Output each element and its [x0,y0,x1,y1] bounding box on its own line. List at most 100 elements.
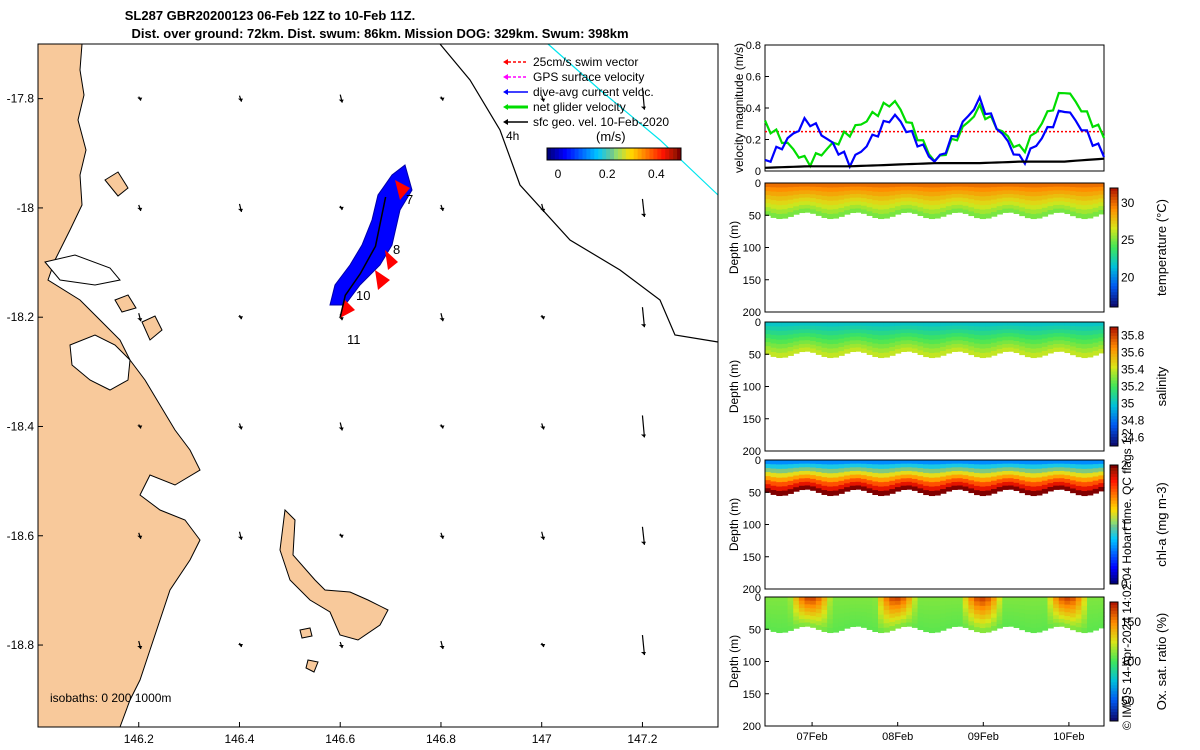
heatmap-cell [928,610,936,616]
heatmap-cell [793,467,800,473]
heatmap-cell [1013,190,1020,195]
heatmap-cell [815,476,823,481]
heatmap-cell [781,460,789,465]
heatmap-cell [821,622,828,628]
heatmap-cell [810,619,817,625]
map-colorbar-cell [641,148,647,160]
heatmap-cell [866,460,873,465]
heatmap-cell [1002,615,1009,620]
map-colorbar-cell [653,148,658,160]
colorbar-cell [1110,389,1118,393]
heatmap-cell [957,186,964,191]
heatmap-cell [945,349,953,354]
heatmap-cell [866,601,873,606]
heatmap-cell [974,468,981,474]
heatmap-cell [861,205,868,211]
heatmap-cell [951,205,958,210]
heatmap-cell [1070,338,1077,343]
heatmap-cell [1024,609,1032,615]
heatmap-cell [1053,183,1060,188]
heatmap-cell [866,187,873,192]
heatmap-cell [1087,204,1094,210]
heatmap-cell [889,605,896,611]
heatmap-cell [957,343,964,349]
heatmap-cell [855,190,862,195]
heatmap-cell [1041,183,1049,188]
colorbar-label: temperature (°C) [1154,199,1169,296]
heatmap-cell [1092,464,1099,469]
heatmap-cell [787,464,794,469]
heatmap-cell [827,605,834,611]
heatmap-cell [883,196,890,202]
heatmap-cell [861,486,868,491]
heatmap-cell [996,349,1003,354]
sfc-velocity-arrow [640,415,646,438]
heatmap-cell [1058,193,1066,199]
heatmap-cell [923,330,930,336]
heatmap-cell [1007,615,1015,620]
heatmap-cell [861,604,868,609]
heatmap-cell [985,486,992,492]
heatmap-cell [855,463,862,468]
heatmap-cell [962,322,969,327]
heatmap-cell [906,347,913,352]
heatmap-cell [928,214,936,220]
sfc-velocity-arrow [137,204,143,212]
heatmap-cell [996,487,1003,492]
legend-arrowhead [503,59,508,65]
heatmap-cell [1002,611,1009,616]
heatmap-cell [1092,617,1099,623]
heatmap-cell [1081,205,1088,211]
colorbar-cell [1110,289,1118,293]
heatmap-cell [1013,183,1020,188]
heatmap-cell [1024,204,1032,210]
heatmap-cell [1087,618,1094,624]
heatmap-cell [1070,183,1077,188]
heatmap-cell [1053,322,1060,327]
heatmap-cell [770,339,777,345]
heatmap-cell [900,186,907,191]
sfc-velocity-arrow [338,641,344,649]
sfc-velocity-arrow [338,533,344,539]
heatmap-cell [776,610,783,616]
heatmap-cell [945,325,953,331]
heatmap-cell [1058,329,1066,334]
heatmap-cell [979,468,986,474]
heatmap-cell [928,464,936,470]
heatmap-cell [900,615,907,620]
heatmap-cell [923,481,930,487]
colorbar-cell [1110,235,1118,240]
heatmap-cell [900,322,907,327]
heatmap-cell [821,334,828,340]
heatmap-y-tick-label: 0 [755,317,761,329]
heatmap-cell [776,619,783,625]
heatmap-cell [765,191,772,196]
heatmap-cell [1087,183,1094,188]
heatmap-cell [1024,472,1032,478]
sfc-velocity-arrow [540,203,546,213]
heatmap-cell [878,619,885,625]
colorbar-cell [1110,395,1118,399]
heatmap-cell [906,340,913,345]
heatmap-cell [798,608,806,613]
heatmap-cell [1075,477,1082,483]
heatmap-cell [1075,334,1082,340]
heatmap-cell [1019,342,1026,347]
heatmap-cell [793,210,800,215]
heatmap-cell [962,478,969,484]
heatmap-cell [928,339,936,345]
heatmap-cell [900,329,907,334]
heatmap-cell [1002,482,1009,487]
heatmap-cell [945,333,953,339]
heatmap-cell [1036,330,1043,336]
heatmap-cell [991,326,998,331]
heatmap-cell [917,625,924,631]
colorbar-cell [1110,253,1118,257]
heatmap-cell [781,352,789,358]
heatmap-y-tick-label: 200 [743,721,761,733]
heatmap-cell [1036,343,1043,349]
heatmap-cell [1002,471,1009,476]
heatmap-cell [1007,470,1015,476]
heatmap-cell [962,612,969,617]
heatmap-cell [940,183,947,188]
